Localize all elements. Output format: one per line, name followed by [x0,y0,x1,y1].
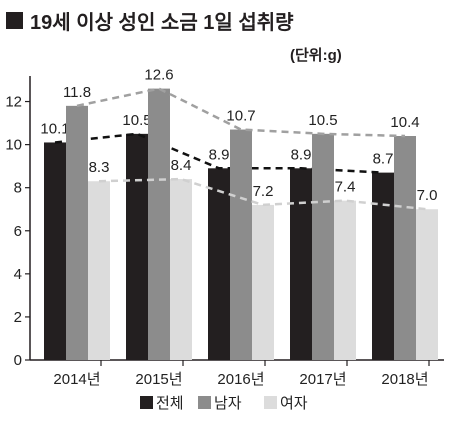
bar-남자 [148,88,170,360]
legend: 전체 남자 여자 [140,395,308,412]
data-label-여자: 8.4 [171,157,192,174]
data-label-남자: 10.4 [390,114,419,131]
bar-남자 [312,133,334,360]
y-tick-label: 4 [14,266,22,283]
data-label-전체: 8.9 [209,146,230,163]
data-label-남자: 11.8 [63,84,91,101]
bar-여자 [334,200,356,360]
legend-swatch-여자 [264,396,277,409]
data-label-여자: 8.3 [89,159,110,176]
unit-label: (단위:g) [290,47,342,64]
y-tick-label: 10 [5,137,22,154]
y-tick-label: 8 [14,180,22,197]
title-square-marker [6,12,23,29]
y-tick-label: 0 [14,352,22,369]
legend-label-남자: 남자 [214,395,242,412]
plot-area: 0 2 4 6 8 10 12 2014년 2015년 2016년 2017년 2018년 10.1 10… [5,67,444,388]
bar-전체 [126,133,148,360]
y-tick-label: 6 [14,223,22,240]
data-label-전체: 10.5 [122,112,151,129]
bar-남자 [66,105,88,360]
x-category-label: 2015년 [135,371,182,388]
x-category-label: 2014년 [53,371,100,388]
data-label-남자: 10.7 [226,108,255,125]
data-label-남자: 12.6 [144,67,173,84]
data-label-남자: 10.5 [308,112,337,129]
data-label-전체: 8.7 [373,151,394,168]
bar-여자 [170,179,192,360]
data-label-전체: 8.9 [291,146,312,163]
data-label-여자: 7.2 [253,183,274,200]
legend-label-전체: 전체 [156,395,184,412]
legend-swatch-남자 [198,396,211,409]
legend-swatch-전체 [140,396,153,409]
x-category-label: 2018년 [381,371,428,388]
y-tick-label: 12 [5,94,22,111]
bar-남자 [230,129,252,360]
y-tick-label: 2 [14,309,22,326]
bar-여자 [88,181,110,360]
trend-line-여자 [98,177,428,211]
data-label-여자: 7.0 [417,187,438,204]
bar-여자 [252,204,274,360]
data-label-여자: 7.4 [335,179,356,196]
x-category-label: 2017년 [299,371,346,388]
bar-여자 [416,209,438,360]
chart-title: 19세 이상 성인 소금 1일 섭취량 [30,11,294,34]
bar-전체 [44,142,66,360]
bar-전체 [208,168,230,360]
bar-남자 [394,136,416,360]
bar-전체 [290,168,312,360]
legend-label-여자: 여자 [280,395,308,412]
x-category-label: 2016년 [217,371,264,388]
bar-전체 [372,172,394,360]
data-label-전체: 10.1 [40,120,69,137]
